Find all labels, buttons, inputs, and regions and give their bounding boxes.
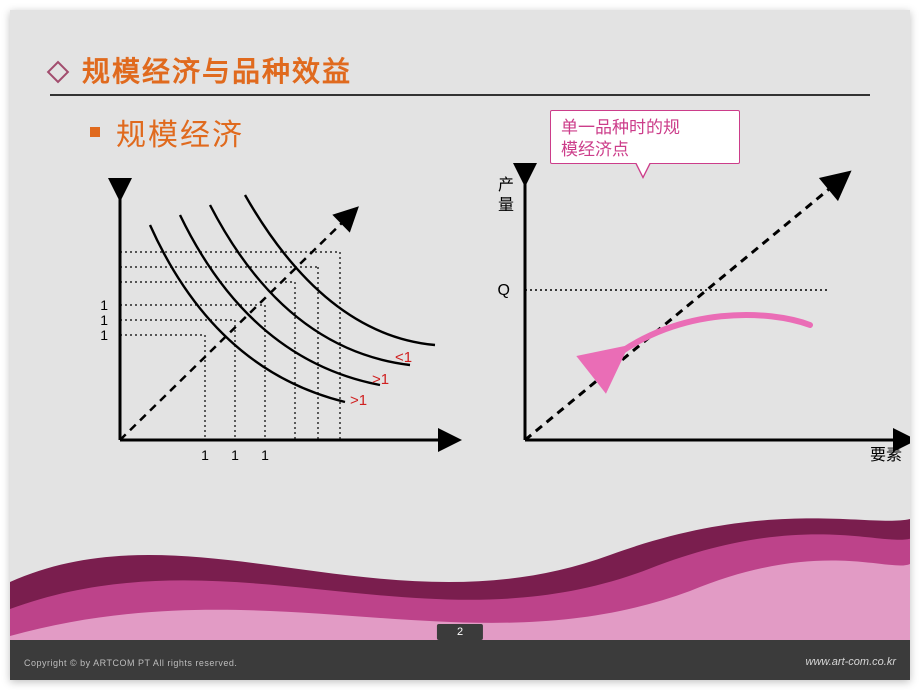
subtitle: 规模经济 (116, 110, 244, 154)
subtitle-row: 规模经济 (90, 110, 244, 154)
q-label: Q (498, 282, 510, 299)
charts-svg: 1 1 1 1 1 1 >1 >1 <1 (50, 160, 910, 500)
callout-box: 单一品种时的规 模经济点 (550, 110, 740, 164)
charts: 1 1 1 1 1 1 >1 >1 <1 (50, 160, 870, 500)
website-text: www.art-com.co.kr (806, 656, 896, 668)
page-number: 2 (437, 624, 483, 640)
slide: 规模经济与品种效益 规模经济 单一品种时的规 模经济点 (10, 10, 910, 680)
ytick-2: 1 (100, 312, 108, 328)
left-chart: 1 1 1 1 1 1 >1 >1 <1 (100, 190, 450, 463)
right-chart: 产 量 Q 要素 (498, 175, 905, 464)
square-bullet-icon (90, 127, 100, 137)
xtick-3: 1 (261, 447, 269, 463)
curve-label-2: <1 (395, 349, 412, 366)
curve-label-0: >1 (350, 392, 367, 409)
x-axis-label: 要素 (870, 446, 902, 464)
xtick-1: 1 (201, 447, 209, 463)
callout-line1: 单一品种时的规 (561, 117, 729, 139)
page-title: 规模经济与品种效益 (82, 50, 352, 90)
callout-line2: 模经济点 (561, 139, 729, 161)
xtick-2: 1 (231, 447, 239, 463)
y-axis-label-2: 量 (498, 197, 514, 214)
title-underline (50, 94, 870, 96)
ytick-1: 1 (100, 297, 108, 313)
footer-bar: Copyright © by ARTCOM PT All rights rese… (10, 640, 910, 680)
diamond-bullet-icon (47, 61, 70, 84)
curve-label-1: >1 (372, 371, 389, 388)
y-axis-label-1: 产 (498, 176, 514, 194)
title-row: 规模经济与品种效益 (50, 50, 870, 90)
ytick-3: 1 (100, 327, 108, 343)
copyright-text: Copyright © by ARTCOM PT All rights rese… (24, 658, 237, 668)
